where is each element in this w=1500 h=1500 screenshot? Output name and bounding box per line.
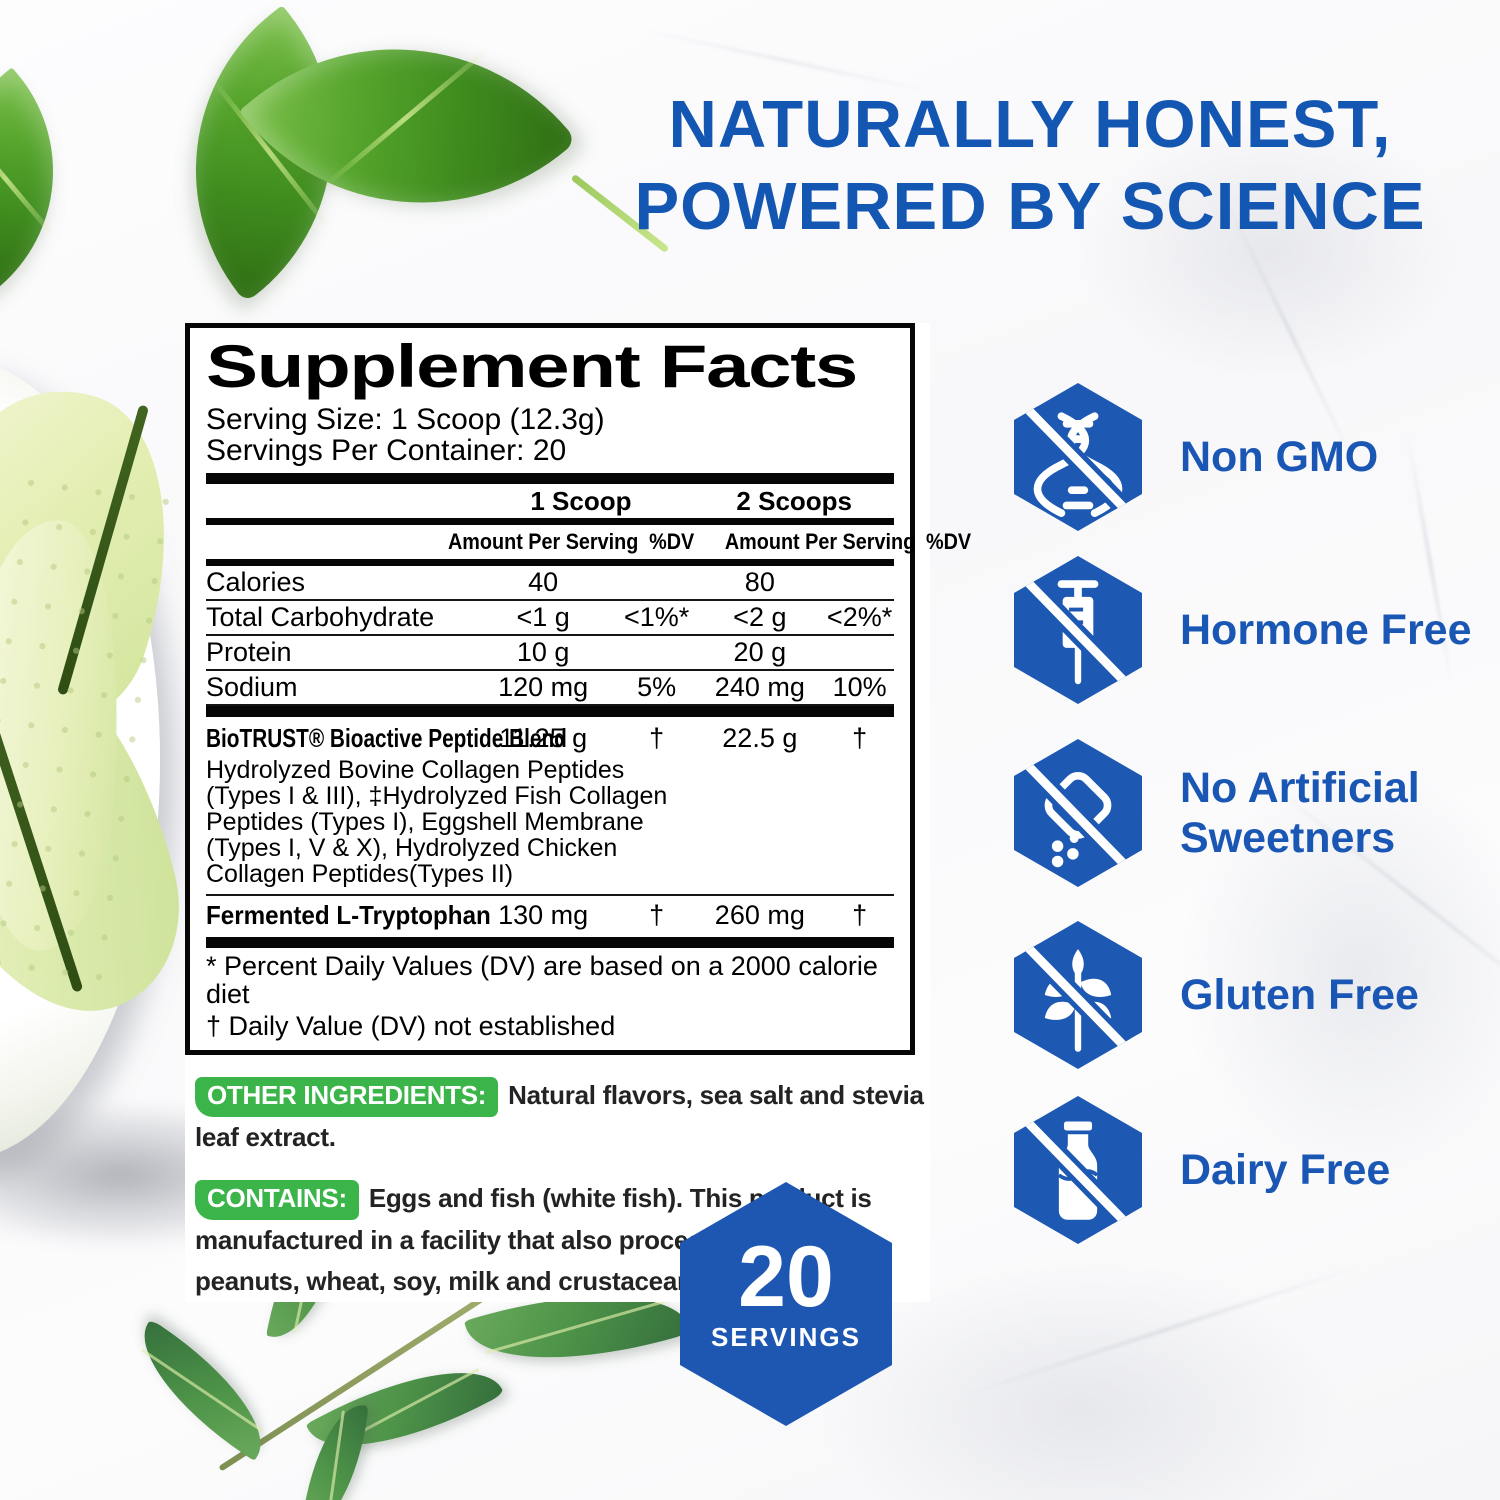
dv-1scoop: 5% <box>637 672 677 702</box>
scoop-header-row: 1 Scoop 2 Scoops <box>206 486 894 516</box>
dv-header: %DV <box>925 529 972 554</box>
basil-leaf <box>0 67 115 293</box>
amount-2scoops: 240 mg <box>714 672 805 702</box>
nutrient-name: Protein <box>206 637 292 667</box>
nutrient-name: Calories <box>206 567 306 597</box>
amount-1scoop: 130 mg <box>498 900 589 930</box>
headline-line2: POWERED BY SCIENCE <box>634 169 1426 244</box>
dv-2scoops: <2%* <box>826 602 893 632</box>
peptide-blend-section: BioTRUST® Bioactive Peptide Blend 11.25 … <box>206 723 894 887</box>
badge-gluten-free: Gluten Free <box>1014 921 1419 1069</box>
dna-icon <box>1022 404 1136 520</box>
badge-label: No Artificial Sweetners <box>1180 764 1420 862</box>
dv-1scoop: <1%* <box>623 602 690 632</box>
amount-2scoops: 20 g <box>733 637 787 667</box>
nutrient-row: Protein 10 g 20 g <box>206 636 894 671</box>
badge-no-artificial-sweeteners: No Artificial Sweetners <box>1014 739 1420 887</box>
dv-2scoops: 10% <box>832 672 887 702</box>
dv-2scoops: † <box>852 723 868 753</box>
dv-1scoop: † <box>649 900 665 930</box>
badge-label: Gluten Free <box>1180 971 1419 1019</box>
badge-label: Hormone Free <box>1180 606 1472 654</box>
milk-bottle-icon <box>1022 1117 1136 1233</box>
divider-bar <box>206 706 894 717</box>
dv-header: %DV <box>649 529 695 554</box>
syringe-icon <box>1022 577 1136 693</box>
amount-per-serving-header: Amount Per Serving <box>448 529 639 554</box>
nutrient-name: Fermented L-Tryptophan <box>206 900 491 930</box>
serving-size: Serving Size: 1 Scoop (12.3g) <box>206 403 605 436</box>
badge-label: Non GMO <box>1180 433 1379 481</box>
divider-bar <box>206 473 894 484</box>
scoop1-header: 1 Scoop <box>530 486 632 516</box>
headline-line1: NATURALLY HONEST, <box>668 87 1392 162</box>
other-ingredients-label: OTHER INGREDIENTS: <box>195 1077 499 1117</box>
amount-1scoop: 10 g <box>516 637 570 667</box>
servings-label: SERVINGS <box>711 1322 861 1352</box>
amount-1scoop: 11.25 g <box>499 723 588 753</box>
marble-vein <box>959 1265 1361 1398</box>
contains-label: CONTAINS: <box>195 1180 359 1220</box>
amount-2scoops: 260 mg <box>714 900 805 930</box>
divider-bar <box>206 937 894 948</box>
badge-non-gmo: Non GMO <box>1014 383 1378 531</box>
nutrient-row: Calories 40 80 <box>206 566 894 601</box>
badge-label: Dairy Free <box>1180 1146 1391 1194</box>
divider-line <box>206 894 894 896</box>
scoop2-header: 2 Scoops <box>736 486 853 516</box>
tryptophan-row: Fermented L-Tryptophan 130 mg † 260 mg † <box>206 900 894 930</box>
servings-count: 20 <box>738 1229 834 1325</box>
wheat-icon <box>1022 942 1136 1058</box>
nutrient-name: Sodium <box>206 672 298 702</box>
dv-2scoops: † <box>852 900 868 930</box>
supplement-facts-panel: Supplement Facts Serving Size: 1 Scoop (… <box>185 323 971 1302</box>
headline: NATURALLY HONEST, POWERED BY SCIENCE <box>590 84 1470 248</box>
blend-name: BioTRUST® Bioactive Peptide Blend <box>206 723 567 753</box>
other-ingredients: OTHER INGREDIENTS: Natural flavors, sea s… <box>195 1075 930 1158</box>
nutrient-row: Total Carbohydrate <1 g <1%* <2 g <2%* <box>206 601 894 636</box>
badge-dairy-free: Dairy Free <box>1014 1096 1390 1244</box>
amount-1scoop: 120 mg <box>498 672 589 702</box>
footnote-dagger: † Daily Value (DV) not established <box>206 1011 616 1041</box>
hexagon-badge <box>1014 383 1142 531</box>
dv-1scoop: † <box>649 723 665 753</box>
blend-description: Hydrolyzed Bovine Collagen Peptides (Typ… <box>206 756 668 888</box>
hexagon-badge <box>1014 1096 1142 1244</box>
hexagon-badge <box>1014 921 1142 1069</box>
amount-per-serving-header: Amount Per Serving <box>724 529 916 554</box>
hexagon-badge <box>1014 556 1142 704</box>
divider-bar <box>206 518 894 525</box>
supplement-facts-box: Supplement Facts Serving Size: 1 Scoop (… <box>185 323 971 1055</box>
hexagon-badge <box>1014 739 1142 887</box>
nutrient-name: Total Carbohydrate <box>206 602 435 632</box>
supplement-facts-title: Supplement Facts <box>206 333 858 400</box>
footnote-percent-dv: * Percent Daily Values (DV) are based on… <box>206 951 878 1009</box>
amount-1scoop: 40 <box>528 567 559 597</box>
column-header-row: Amount Per Serving %DV Amount Per Servin… <box>206 527 971 557</box>
sweetener-packet-icon <box>1022 760 1136 876</box>
amount-2scoops: 80 <box>744 567 775 597</box>
nutrient-row: Sodium 120 mg 5% 240 mg 10% <box>206 671 894 706</box>
amount-2scoops: <2 g <box>733 602 787 632</box>
amount-2scoops: 22.5 g <box>722 723 798 753</box>
badge-hormone-free: Hormone Free <box>1014 556 1472 704</box>
servings-per-container: Servings Per Container: 20 <box>206 434 567 467</box>
amount-1scoop: <1 g <box>516 602 570 632</box>
divider-bar <box>206 559 894 566</box>
other-ingredients-text: Natural flavors, sea salt and stevia lea… <box>195 1080 924 1152</box>
